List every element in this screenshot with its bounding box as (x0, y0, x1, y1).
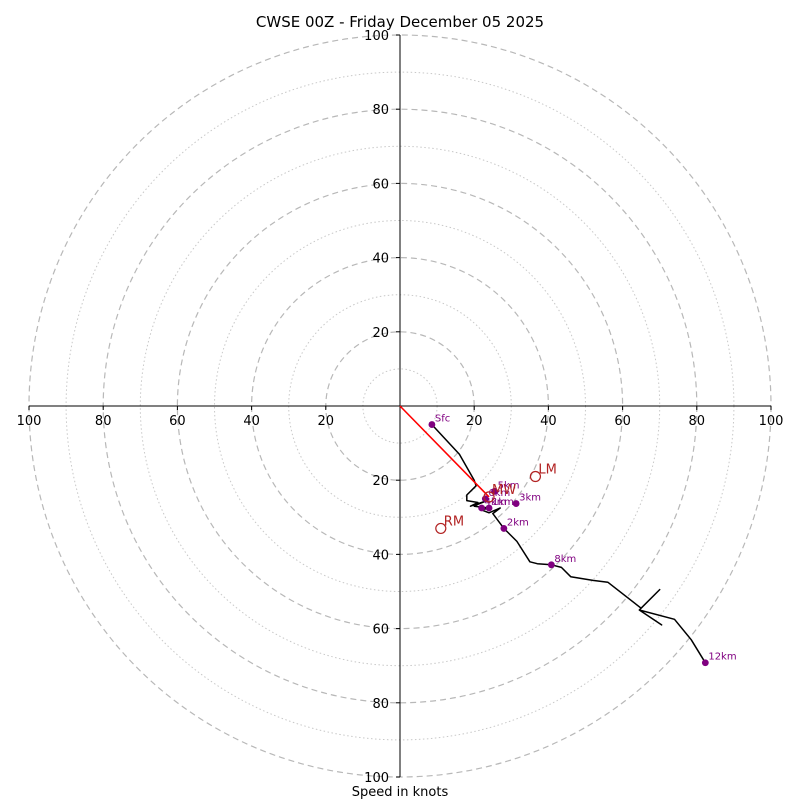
x-tick-label: 60 (169, 414, 186, 429)
y-tick-label: 40 (372, 548, 389, 563)
x-tick-label: 40 (243, 414, 260, 429)
x-tick-label: 40 (540, 414, 557, 429)
height-label-4km: 4km (485, 497, 507, 508)
height-label-8km: 8km (554, 554, 576, 565)
height-marker-2km (500, 525, 508, 532)
y-tick-label: 60 (372, 177, 389, 192)
height-label-3km: 3km (519, 493, 541, 504)
height-label-6km: 6km (488, 488, 510, 499)
height-label-2km: 2km (507, 517, 529, 528)
height-label-12km: 12km (708, 652, 736, 663)
height-marker-12km (701, 659, 709, 667)
y-tick-label: 40 (372, 252, 389, 267)
x-ticks: 100 80 60 40 20 20 40 60 80 100 (17, 406, 784, 429)
y-tick-label: 80 (372, 697, 389, 712)
x-tick-label: 20 (466, 414, 483, 429)
x-tick-label: 100 (17, 414, 42, 429)
x-tick-label: 20 (318, 414, 335, 429)
hodograph-trace (431, 424, 706, 664)
storm-motion-label-MW: MW (492, 483, 516, 498)
height-label-Sfc: Sfc (435, 414, 450, 425)
x-tick-label: 80 (689, 414, 706, 429)
storm-motion-label-LM: LM (538, 462, 556, 477)
storm-motion-marker-MW (483, 491, 495, 503)
mean-wind-vector (399, 405, 490, 498)
storm-motion-marker-RM (435, 522, 447, 535)
height-marker-Sfc (428, 421, 436, 428)
height-marker-4km (478, 504, 486, 512)
x-tick-label: 60 (614, 414, 631, 429)
y-tick-label: 20 (372, 474, 389, 489)
height-marker-8km (547, 561, 555, 569)
y-tick-label: 20 (372, 326, 389, 341)
y-tick-label: 80 (372, 103, 389, 118)
y-tick-label: 100 (364, 29, 389, 44)
storm-motion-marker-LM (529, 470, 542, 483)
x-tick-label: 80 (95, 414, 112, 429)
chart-title: CWSE 00Z - Friday December 05 2025 (256, 13, 544, 31)
y-ticks: 100 80 60 40 20 20 40 60 80 100 (364, 29, 400, 786)
height-label-5km: 5km (498, 480, 520, 491)
storm-motion-label-RM: RM (444, 514, 464, 529)
height-marker-3km (512, 500, 520, 507)
height-marker-1km (485, 504, 493, 512)
y-tick-label: 100 (364, 771, 389, 786)
x-tick-label: 100 (759, 414, 784, 429)
height-label-1km: 1km (492, 497, 514, 508)
x-axis-label: Speed in knots (352, 785, 449, 800)
y-tick-label: 60 (372, 623, 389, 638)
